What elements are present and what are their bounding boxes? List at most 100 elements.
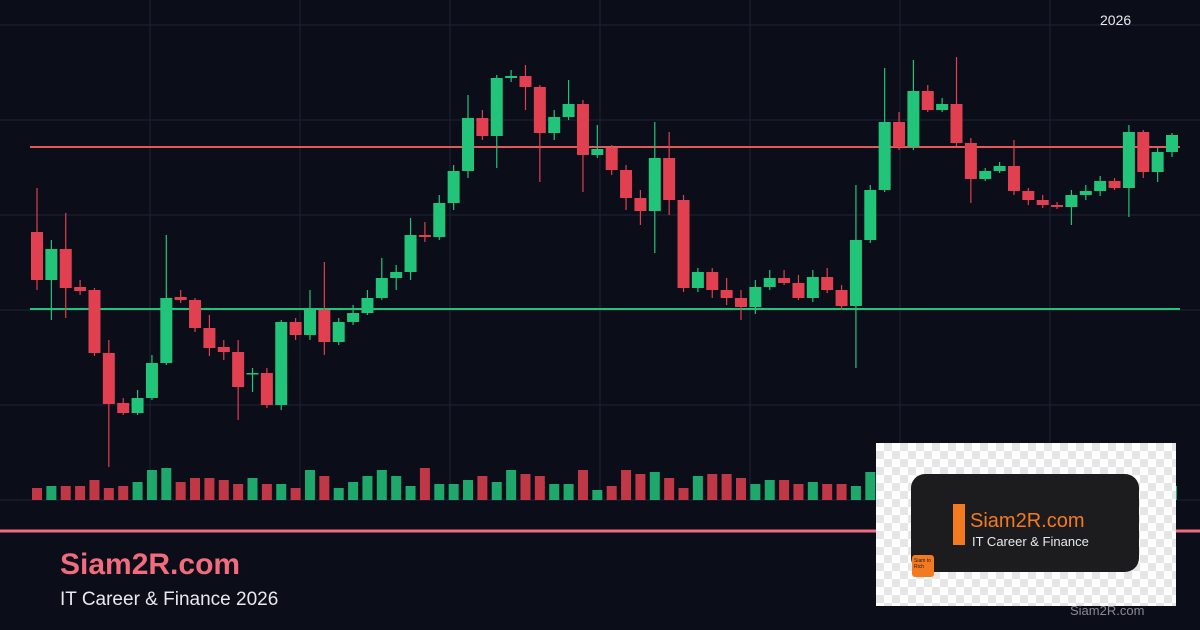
volume-bar [807, 482, 818, 500]
volume-bar [391, 476, 402, 500]
volume-bar [463, 480, 474, 500]
candle-body [332, 322, 345, 342]
brand-subtitle: IT Career & Finance 2026 [60, 589, 279, 610]
candle-body [246, 373, 259, 375]
candle-body [361, 298, 374, 313]
candle-body [1108, 181, 1121, 188]
volume-bar [678, 488, 689, 500]
volume-bar [132, 482, 143, 500]
candle-body [1036, 200, 1049, 205]
volume-bar [261, 484, 272, 500]
candle-body [160, 298, 173, 363]
candle-body [691, 272, 704, 288]
volume-bar [348, 482, 359, 500]
logo-card: Siam2R.com IT Career & Finance Siam to R… [911, 474, 1139, 577]
volume-bar [32, 488, 42, 500]
volume-bar [750, 484, 761, 500]
candle-body [1151, 152, 1164, 172]
candle-body [74, 287, 87, 291]
candle-body [921, 91, 934, 110]
candle-body [720, 290, 733, 298]
candle-body [835, 290, 848, 306]
volume-bar [563, 484, 574, 500]
candle-body [749, 287, 762, 307]
candle-body [145, 363, 158, 398]
candle-body [792, 283, 805, 298]
candle-body [979, 171, 992, 179]
candle-body [1137, 132, 1150, 172]
candle-body [433, 203, 446, 237]
volume-bar [89, 480, 100, 500]
volume-bar [290, 488, 301, 500]
volume-bar [549, 484, 560, 500]
volume-bar [735, 478, 746, 500]
candle-body [447, 171, 460, 203]
candle-body [677, 200, 690, 288]
candle-body [1022, 191, 1035, 200]
volume-bar [204, 478, 215, 500]
volume-bar [836, 484, 847, 500]
candle-body [174, 297, 187, 300]
volume-bar [692, 476, 703, 500]
volume-bar [118, 486, 129, 500]
volume-bar [477, 476, 488, 500]
candle-body [117, 403, 130, 413]
candle-body [390, 272, 403, 278]
candle-body [203, 328, 216, 348]
candle-body [45, 249, 58, 280]
candle-body [576, 104, 589, 155]
candle-body [907, 91, 920, 147]
candle-body [347, 313, 360, 322]
candle-body [806, 277, 819, 298]
candle-body [31, 232, 43, 280]
candle-body [706, 272, 719, 290]
candle-body [59, 249, 72, 288]
volume-bar [103, 488, 114, 500]
candle-body [533, 87, 546, 133]
grid [0, 0, 1200, 501]
volume-bar [649, 472, 660, 500]
volume-bar [577, 470, 588, 500]
volume-bar [721, 474, 732, 500]
brand-title: Siam2R.com [60, 548, 241, 581]
volume-bar [276, 484, 287, 500]
candle-body [1079, 191, 1092, 195]
candle-body [605, 148, 618, 170]
volume-bar [161, 468, 172, 500]
volume-bar [635, 474, 646, 500]
volume-bar [793, 484, 804, 500]
footer: Siam2R.com [1070, 603, 1145, 618]
volume-bar [664, 478, 675, 500]
candle-body [88, 290, 101, 353]
volume-bar [707, 474, 718, 500]
candle-body [260, 373, 273, 405]
candle-body [232, 352, 245, 387]
volume-bar [75, 486, 86, 500]
volume-bar [764, 480, 775, 500]
corner-label: 2026 [1100, 12, 1132, 28]
volume-bar [491, 482, 502, 500]
volume-bar [362, 476, 373, 500]
candle-body [375, 278, 388, 298]
volume-bar [419, 468, 430, 500]
candle-body [289, 322, 302, 335]
volume-bar [779, 480, 790, 500]
volume-bar [592, 490, 603, 500]
volume-bar [822, 484, 833, 500]
candle-body [634, 198, 647, 211]
candle-body [519, 76, 532, 87]
candle-body [734, 298, 747, 307]
candle-body [878, 122, 891, 190]
candle-body [648, 158, 661, 211]
volume-bar [520, 474, 531, 500]
candle-body [849, 240, 862, 306]
candle-body [1122, 132, 1135, 188]
volume-bar [621, 470, 632, 500]
candle-body [1166, 135, 1178, 152]
candle-body [102, 353, 115, 404]
logo-card-background: Siam2R.com IT Career & Finance Siam to R… [876, 443, 1176, 606]
volume-bar [534, 476, 545, 500]
candle-body [1051, 205, 1064, 207]
candle-body [964, 143, 977, 179]
candle-body [763, 278, 776, 287]
